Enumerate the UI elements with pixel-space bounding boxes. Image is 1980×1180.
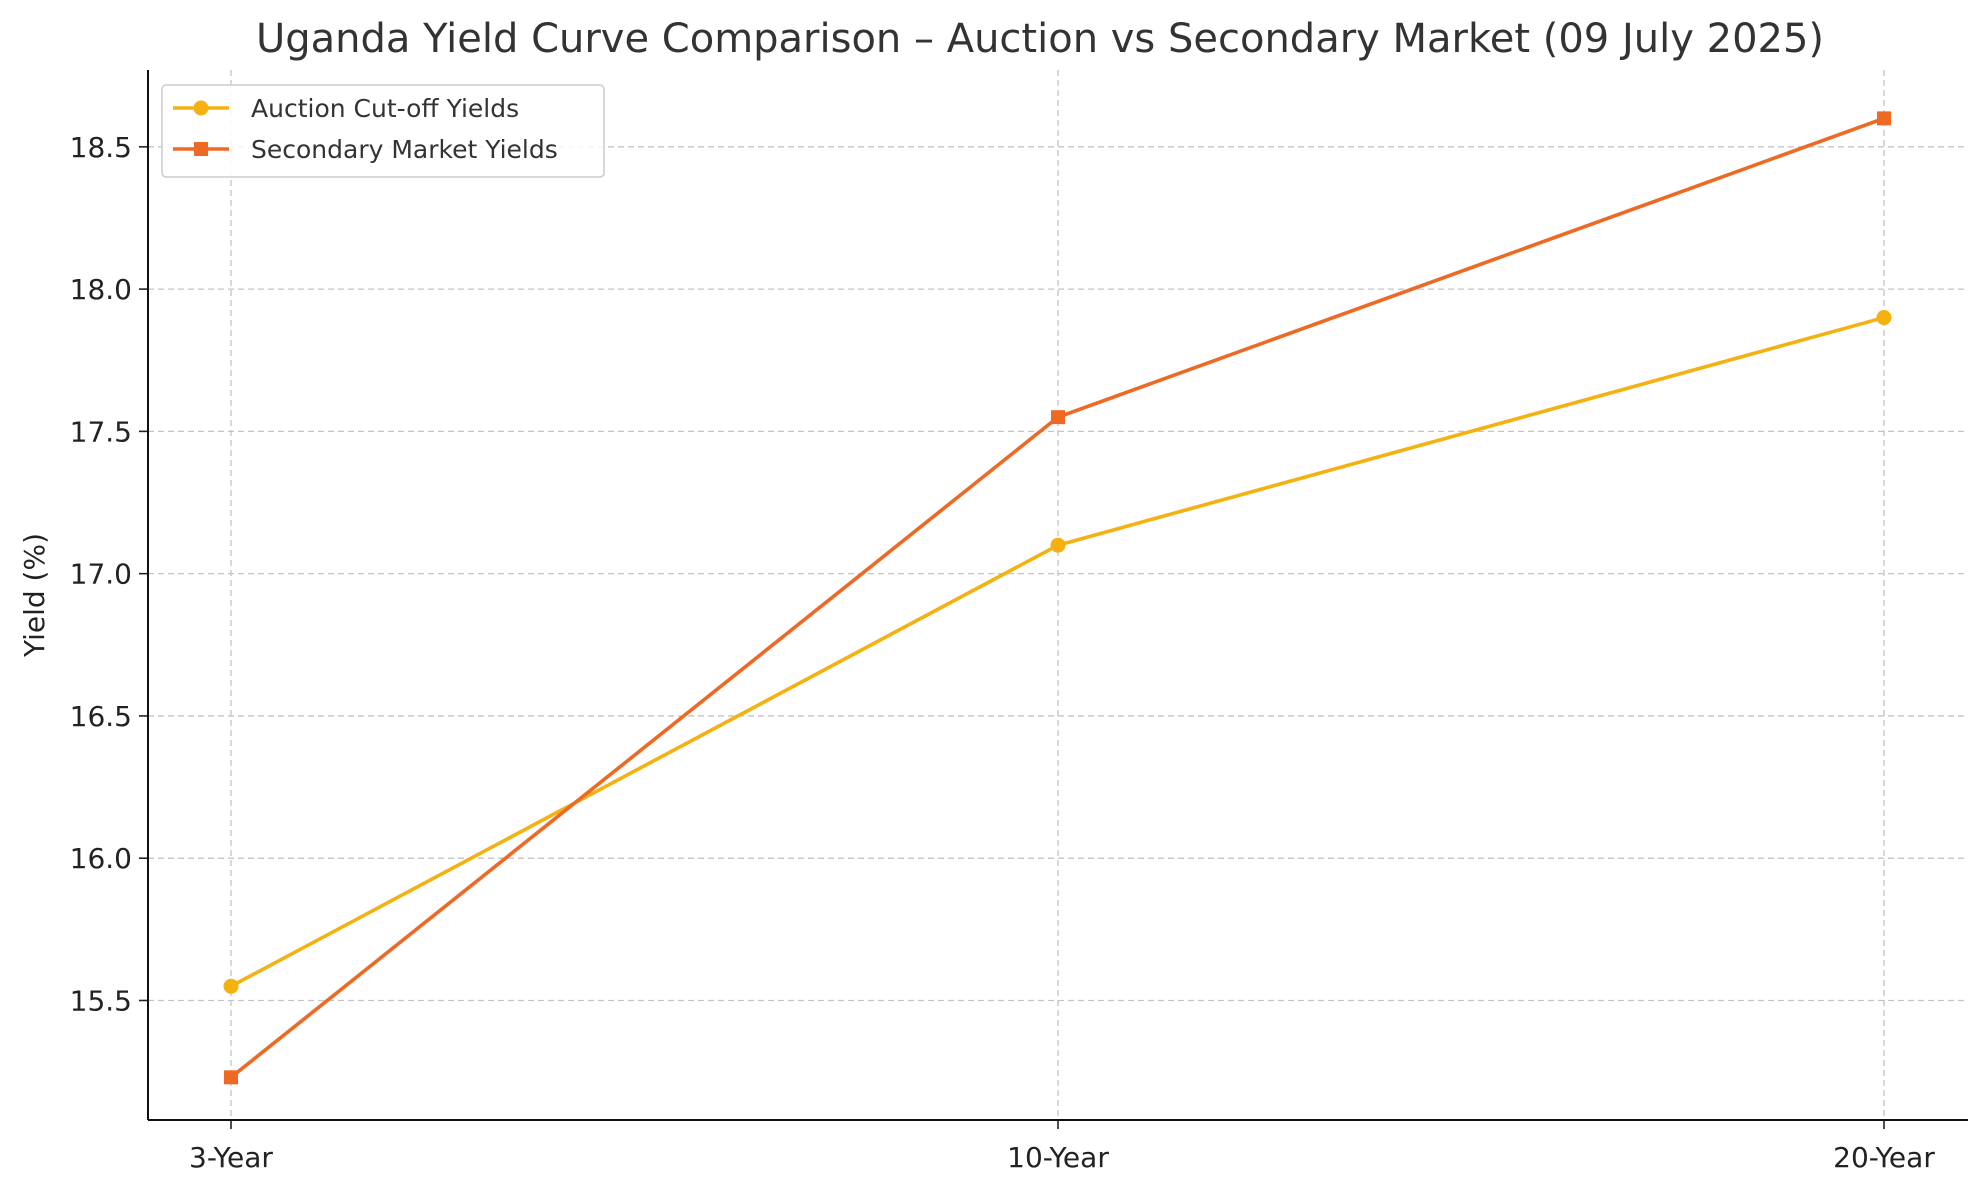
y-tick-label: 18.0	[70, 273, 132, 306]
series-1	[223, 310, 1892, 994]
tick-labels: 15.5 16.0 16.5 17.0 17.5 18.0 18.5 3-Year 10-Yea…	[70, 131, 1936, 1174]
x-tick-label: 10-Year	[1007, 1141, 1109, 1174]
legend-label: Auction Cut-off Yields	[251, 94, 519, 123]
series-2	[224, 111, 1891, 1085]
legend-item: Auction Cut-off Yields	[173, 94, 519, 123]
data-point	[1876, 310, 1892, 326]
legend-label: Secondary Market Yields	[251, 135, 558, 164]
data-point	[1050, 537, 1066, 553]
data-point	[1877, 111, 1891, 126]
y-tick-label: 15.5	[70, 984, 132, 1017]
data-point	[223, 978, 239, 994]
legend-item: Secondary Market Yields	[173, 135, 558, 164]
y-tick-label: 17.0	[70, 558, 132, 591]
x-tick-label: 3-Year	[189, 1141, 273, 1174]
legend: Auction Cut-off Yields Secondary Market Y…	[161, 84, 605, 178]
legend-marker	[193, 100, 209, 116]
y-tick-label: 16.5	[70, 700, 132, 733]
chart-title: Uganda Yield Curve Comparison – Auction …	[256, 16, 1824, 62]
grid-lines	[148, 70, 1968, 1120]
y-tick-label: 16.0	[70, 842, 132, 875]
data-point	[224, 1070, 238, 1085]
y-tick-label: 18.5	[70, 131, 132, 164]
data-point	[1051, 410, 1065, 425]
x-tick-label: 20-Year	[1833, 1141, 1935, 1174]
legend-marker	[194, 142, 208, 156]
y-axis-label: Yield (%)	[18, 533, 51, 658]
legend-box	[161, 84, 605, 178]
axes	[139, 70, 1968, 1129]
y-tick-label: 17.5	[70, 415, 132, 448]
series-layer	[223, 111, 1892, 1085]
